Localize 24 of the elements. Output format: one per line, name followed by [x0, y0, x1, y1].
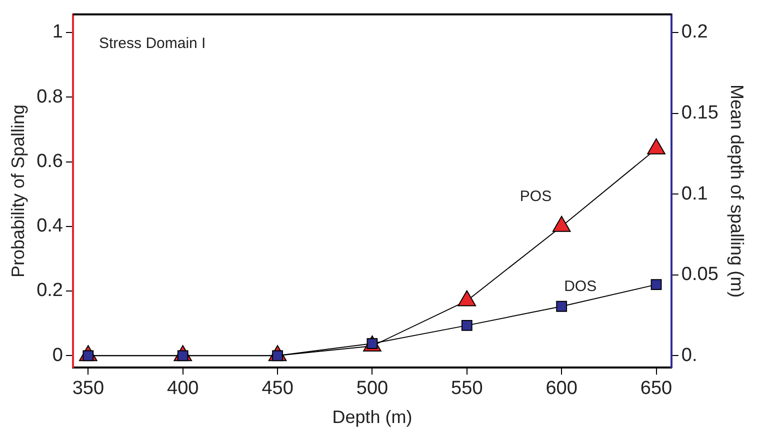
x-tick-label: 350	[72, 378, 104, 400]
series-label: DOS	[564, 278, 597, 296]
x-tick-label: 400	[166, 378, 199, 400]
x-tick-label: 650	[640, 378, 672, 400]
y2-tick-label: 0.1	[681, 183, 708, 204]
y2-tick-label: 0.	[681, 344, 698, 366]
y2-tick-label: 0.15	[681, 102, 718, 124]
annotation: Stress Domain I	[99, 35, 206, 52]
x-tick-label: 500	[356, 378, 388, 400]
y-tick-label: 0.8	[36, 86, 64, 108]
y-tick-label: 0.2	[36, 280, 64, 302]
series-label: POS	[520, 188, 552, 206]
y-tick-label: 0.6	[36, 150, 64, 172]
x-axis-title: Depth (m)	[332, 407, 412, 428]
y-tick-label: 1	[52, 22, 64, 43]
x-tick-label: 450	[262, 378, 294, 400]
y-tick-label: 0.4	[36, 216, 64, 237]
y2-tick-label: 0.2	[681, 22, 708, 43]
y-axis-title: Probability of Spalling	[8, 104, 28, 278]
x-tick-label: 600	[546, 378, 578, 400]
y2-tick-label: 0.05	[681, 264, 718, 286]
x-tick-label: 550	[451, 378, 483, 400]
y-tick-label: 0	[52, 344, 64, 366]
y2-axis-title: Mean depth of spalling (m)	[727, 84, 748, 298]
